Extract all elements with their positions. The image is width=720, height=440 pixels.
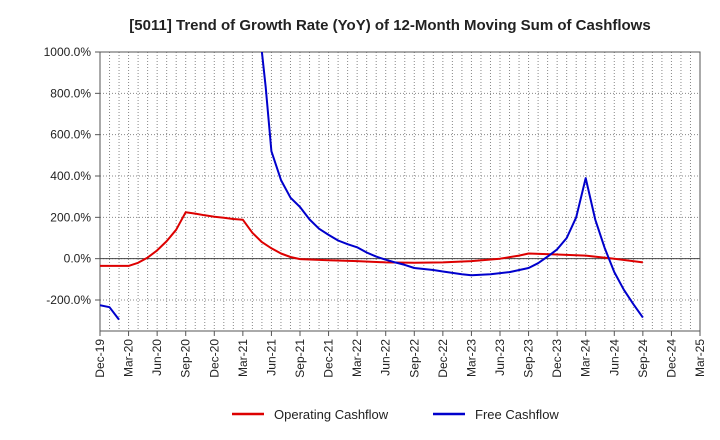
free-cashflow-line [100, 52, 644, 321]
x-tick-label: Dec-21 [322, 339, 336, 378]
y-tick-label: 0.0% [64, 252, 92, 266]
x-tick-label: Sep-24 [636, 339, 650, 378]
x-tick-label: Dec-20 [207, 339, 221, 378]
grid-lines [100, 51, 700, 331]
x-tick-label: Jun-23 [493, 339, 507, 376]
y-tick-label: 200.0% [50, 210, 91, 224]
chart-title: [5011] Trend of Growth Rate (YoY) of 12-… [129, 17, 650, 34]
x-tick-label: Mar-23 [464, 339, 478, 377]
legend: Operating Cashflow Free Cashflow [232, 407, 559, 422]
x-axis: Dec-19 Mar-20 Jun-20 Sep-20 Dec-20 Mar-21 Jun-… [93, 331, 707, 378]
y-tick-label: -200.0% [46, 293, 91, 307]
y-tick-label: 600.0% [50, 128, 91, 142]
y-tick-label: 800.0% [50, 86, 91, 100]
legend-label-free-cashflow: Free Cashflow [475, 407, 559, 422]
x-tick-label: Dec-22 [436, 339, 450, 378]
x-tick-label: Sep-22 [407, 339, 421, 378]
plot-area [99, 51, 701, 332]
x-tick-label: Dec-23 [550, 339, 564, 378]
y-tick-label: 1000.0% [44, 45, 92, 59]
legend-label-operating-cashflow: Operating Cashflow [274, 407, 389, 422]
x-tick-label: Dec-19 [93, 339, 107, 378]
x-tick-label: Sep-23 [522, 339, 536, 378]
x-tick-label: Jun-20 [150, 339, 164, 376]
y-axis: 1000.0% 800.0% 600.0% 400.0% 200.0% 0.0% -200.… [44, 45, 100, 307]
x-tick-label: Dec-24 [664, 339, 678, 378]
x-tick-label: Mar-24 [579, 339, 593, 377]
x-tick-label: Sep-21 [293, 339, 307, 378]
y-tick-label: 400.0% [50, 169, 91, 183]
x-tick-label: Jun-22 [379, 339, 393, 376]
x-tick-label: Mar-21 [236, 339, 250, 377]
operating-cashflow-line [100, 211, 644, 267]
x-tick-label: Mar-20 [122, 339, 136, 377]
series-lines [100, 52, 644, 321]
x-tick-label: Mar-25 [693, 339, 707, 377]
x-tick-label: Jun-24 [607, 339, 621, 376]
x-tick-label: Mar-22 [350, 339, 364, 377]
x-tick-label: Jun-21 [264, 339, 278, 376]
x-tick-label: Sep-20 [179, 339, 193, 378]
